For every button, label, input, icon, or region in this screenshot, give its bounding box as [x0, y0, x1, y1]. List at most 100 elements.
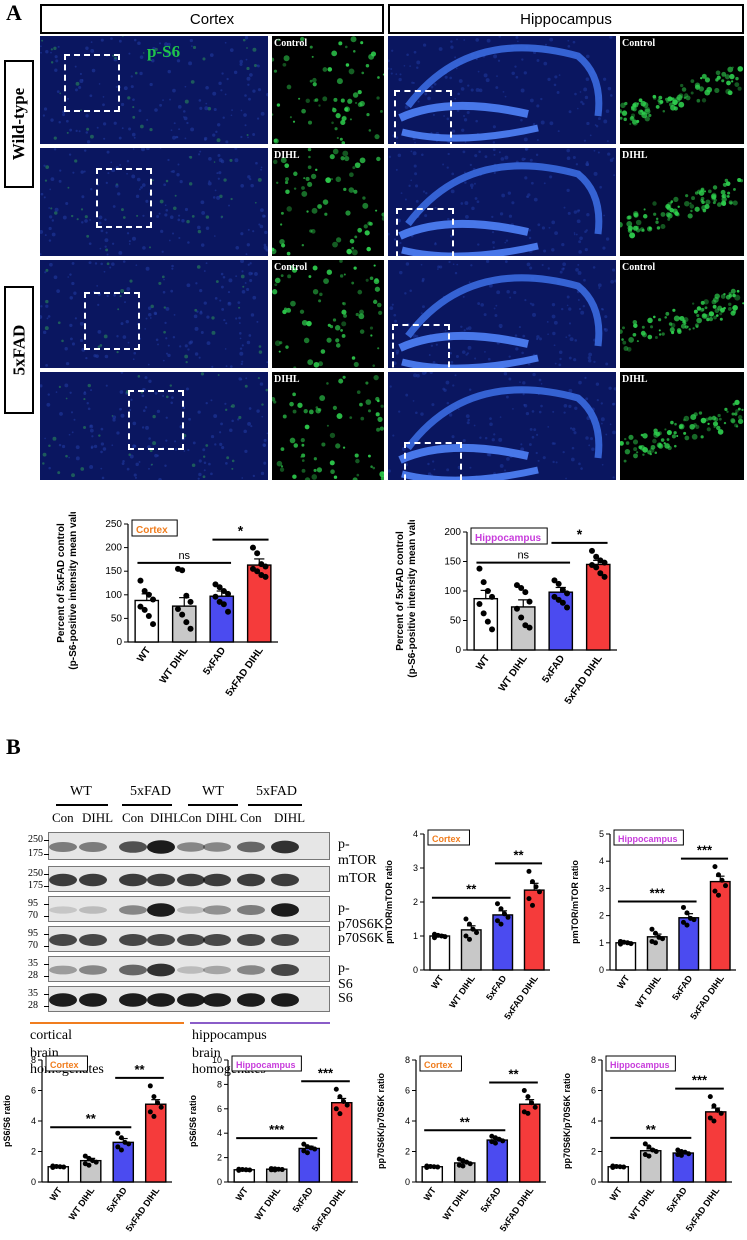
- data-point: [137, 577, 144, 584]
- blot-strip-4: [48, 926, 330, 952]
- y-axis-label: pp70S6K/p70S6K ratio: [562, 1072, 572, 1169]
- y-tick-label: 3: [413, 863, 418, 873]
- y-tick-label: 1: [599, 938, 604, 948]
- protein-label-3: p-p70S6K: [338, 901, 384, 932]
- data-point: [564, 604, 571, 611]
- chart-b-pmtor-cortex: 0 1 2 3 4 pmTOR/mTOR ratio WT WT DIHL 5xFAD5xFAD…: [384, 829, 550, 1021]
- mw-marker-5-1: 35: [28, 958, 38, 969]
- chart-tag: Hippocampus: [475, 533, 542, 544]
- y-tick-label: 8: [217, 1079, 222, 1089]
- micrograph-r3-c1: [40, 260, 268, 368]
- column-header-cortex: Cortex: [40, 4, 384, 34]
- mw-tick-3-1: [44, 904, 49, 905]
- x-tick-label: WT DIHL: [158, 645, 191, 685]
- data-point: [247, 1167, 253, 1173]
- data-point: [236, 1167, 242, 1173]
- chart-tag-box: [419, 1055, 462, 1072]
- y-tick-label: 10: [212, 1055, 222, 1065]
- y-tick-label: 4: [599, 856, 604, 866]
- row-label-5xfad: 5xFAD: [4, 286, 34, 414]
- scale-bar-1: [276, 494, 292, 496]
- data-point: [533, 884, 539, 890]
- mw-tick-2-2: [44, 886, 49, 887]
- significance-label: ***: [692, 1073, 708, 1088]
- y-tick-label: 6: [405, 1086, 410, 1096]
- data-point: [262, 573, 269, 580]
- bar-5xfad-dihl: [523, 889, 545, 971]
- x-tick-label: WT DIHL: [627, 1185, 657, 1222]
- data-point: [684, 910, 690, 916]
- data-point: [492, 1140, 498, 1146]
- bar-wt: [429, 935, 451, 971]
- y-tick-label: 50: [111, 613, 123, 624]
- chart-tag-box: [470, 527, 548, 545]
- bar-wt: [615, 942, 637, 971]
- footer-cortical-1: cortical: [30, 1028, 72, 1043]
- significance-label: *: [577, 526, 583, 542]
- data-point: [431, 935, 437, 941]
- x-tick-label: 5xFAD: [484, 973, 509, 1002]
- data-point: [466, 921, 472, 927]
- data-point: [513, 605, 520, 612]
- y-axis-label: (p-S6-positive intensity mean value ): [407, 520, 418, 678]
- data-point: [187, 598, 194, 605]
- bar-5xfad-dihl: [518, 1103, 541, 1183]
- data-point: [86, 1155, 92, 1161]
- x-tick-label: 5xFAD: [665, 1185, 690, 1214]
- data-point: [526, 624, 533, 631]
- data-point: [642, 1141, 648, 1147]
- data-point: [529, 1100, 535, 1106]
- mw-tick-4-2: [44, 946, 49, 947]
- chart-b-pp70-hippocampus: 0 2 4 6 8 pp70S6K/p70S6K ratio WT WT DIHL 5xFAD5…: [562, 1055, 732, 1233]
- x-tick-label: 5xFAD: [291, 1185, 316, 1214]
- data-point: [82, 1153, 88, 1159]
- data-point: [559, 599, 566, 606]
- y-tick-label: 4: [591, 1116, 596, 1126]
- data-point: [518, 585, 525, 592]
- mw-marker-6-1: 35: [28, 988, 38, 999]
- chart-tag-box: [605, 1055, 676, 1072]
- blot-strip-6: [48, 986, 330, 1012]
- lane-label-5: Con: [180, 810, 202, 825]
- x-tick-label: WT: [234, 1185, 251, 1203]
- row-label-5xfad-text: 5xFAD: [9, 324, 28, 376]
- data-point: [597, 570, 604, 577]
- cortical-underline: [30, 1022, 184, 1024]
- data-point: [57, 1164, 63, 1170]
- data-point: [715, 1107, 721, 1113]
- significance-label: ns: [517, 550, 529, 562]
- data-point: [494, 918, 500, 924]
- chart-tag-box: [427, 829, 470, 846]
- lane-label-1: Con: [52, 810, 74, 825]
- data-point: [470, 926, 476, 932]
- micrograph-r2-c4: [620, 148, 744, 256]
- chart-tag-box: [231, 1055, 302, 1072]
- y-tick-label: 0: [405, 1177, 410, 1187]
- y-tick-label: 150: [444, 557, 461, 568]
- data-point: [216, 584, 223, 591]
- mw-marker-6-2: 28: [28, 1000, 38, 1011]
- micrograph-r4-c3: [388, 372, 616, 480]
- x-tick-label: 5xFAD DIHL: [498, 1185, 536, 1233]
- data-point: [333, 1086, 339, 1092]
- y-tick-label: 2: [599, 911, 604, 921]
- significance-label: ***: [318, 1065, 334, 1080]
- roi-box-hippocampus-r1: [394, 90, 452, 148]
- data-point: [463, 916, 469, 922]
- roi-box-hippocampus-r4: [404, 442, 462, 502]
- data-point: [145, 591, 152, 598]
- data-point: [660, 936, 666, 942]
- y-axis-label: pp70S6K/p70S6K ratio: [376, 1072, 386, 1169]
- data-point: [93, 1159, 99, 1165]
- data-point: [653, 1149, 659, 1154]
- lane-label-3: Con: [122, 810, 144, 825]
- y-tick-label: 6: [591, 1086, 596, 1096]
- data-point: [344, 1102, 350, 1108]
- data-point: [220, 601, 227, 608]
- data-point: [525, 1094, 531, 1100]
- significance-label: **: [460, 1114, 471, 1129]
- chart-tag: Cortex: [432, 834, 461, 844]
- chart-tag: Cortex: [424, 1060, 453, 1070]
